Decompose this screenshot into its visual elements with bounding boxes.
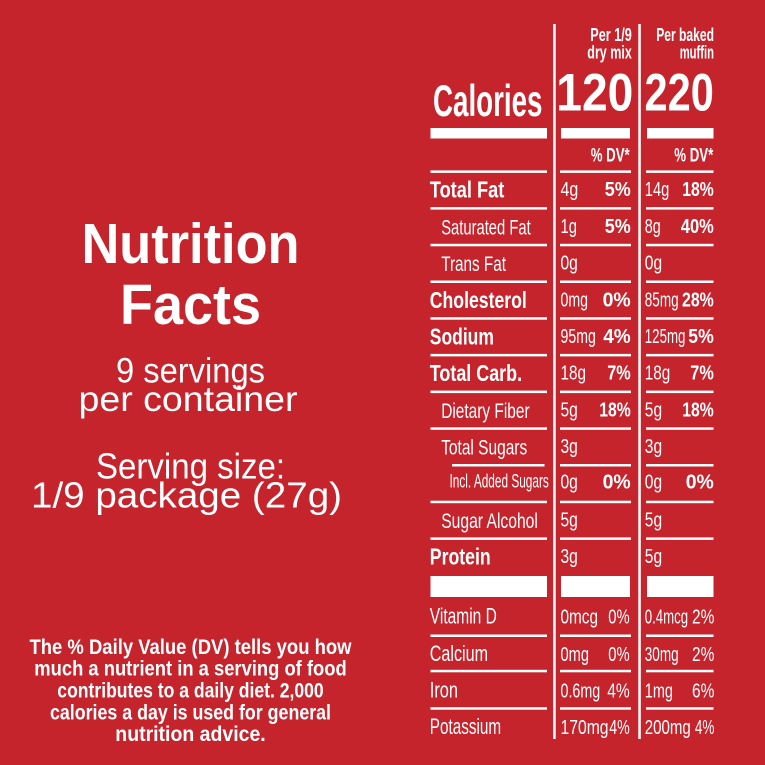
svg-text:Total Carb.: Total Carb. — [430, 360, 522, 386]
svg-text:0mcg: 0mcg — [561, 607, 599, 629]
svg-text:7%: 7% — [607, 363, 631, 385]
svg-text:5g: 5g — [561, 399, 578, 421]
svg-text:0mg: 0mg — [561, 644, 590, 666]
svg-text:% DV*: % DV* — [591, 145, 630, 166]
svg-text:18%: 18% — [682, 399, 714, 421]
svg-text:28%: 28% — [682, 289, 714, 311]
svg-text:125mg: 125mg — [645, 326, 686, 348]
svg-text:5g: 5g — [645, 510, 662, 532]
svg-text:5%: 5% — [605, 179, 631, 201]
svg-text:much a nutrient in a serving o: much a nutrient in a serving of food — [34, 657, 346, 681]
svg-text:95mg: 95mg — [561, 326, 596, 348]
svg-text:Incl. Added Sugars: Incl. Added Sugars — [450, 472, 549, 493]
svg-text:120: 120 — [556, 64, 633, 123]
svg-text:Sodium: Sodium — [430, 324, 494, 350]
svg-text:0g: 0g — [645, 253, 662, 275]
svg-text:1mg: 1mg — [645, 681, 673, 703]
svg-text:9 servings: 9 servings — [116, 351, 265, 390]
svg-text:% DV*: % DV* — [674, 145, 713, 166]
svg-text:Per baked: Per baked — [656, 24, 714, 45]
svg-text:8g: 8g — [645, 216, 661, 238]
svg-text:4g: 4g — [561, 179, 579, 201]
svg-text:0mg: 0mg — [561, 289, 589, 311]
svg-text:3g: 3g — [561, 436, 578, 458]
svg-text:2%: 2% — [692, 607, 715, 629]
svg-text:0%: 0% — [686, 472, 714, 494]
svg-text:Protein: Protein — [430, 544, 491, 570]
svg-text:Nutrition: Nutrition — [82, 212, 300, 276]
svg-text:5%: 5% — [688, 326, 714, 348]
svg-text:4%: 4% — [603, 326, 631, 348]
svg-text:4%: 4% — [609, 717, 630, 739]
svg-text:The % Daily Value (DV) tells y: The % Daily Value (DV) tells you how — [30, 635, 352, 659]
svg-text:0g: 0g — [561, 472, 578, 494]
svg-text:7%: 7% — [690, 363, 714, 385]
svg-text:0.6mg: 0.6mg — [561, 681, 601, 703]
svg-text:Serving size:: Serving size: — [96, 446, 285, 487]
svg-text:Trans Fat: Trans Fat — [441, 252, 506, 276]
svg-text:Dietary Fiber: Dietary Fiber — [441, 399, 529, 423]
svg-text:6%: 6% — [692, 681, 715, 703]
svg-text:0g: 0g — [645, 472, 662, 494]
svg-text:170mg: 170mg — [561, 717, 609, 739]
svg-text:5g: 5g — [645, 399, 662, 421]
svg-text:nutrition advice.: nutrition advice. — [115, 722, 265, 746]
svg-text:2%: 2% — [692, 644, 715, 666]
svg-text:calories a day is used for gen: calories a day is used for general — [50, 700, 331, 724]
svg-text:Facts: Facts — [120, 273, 261, 337]
svg-text:Saturated Fat: Saturated Fat — [441, 215, 531, 239]
svg-text:14g: 14g — [645, 179, 670, 201]
svg-text:Calories: Calories — [433, 76, 543, 126]
svg-text:0.4mcg: 0.4mcg — [645, 607, 688, 629]
svg-text:1g: 1g — [561, 216, 578, 238]
svg-text:Cholesterol: Cholesterol — [430, 287, 527, 313]
svg-text:85mg: 85mg — [645, 289, 679, 311]
svg-text:Potassium: Potassium — [430, 714, 501, 739]
svg-text:18g: 18g — [561, 363, 587, 385]
svg-text:0%: 0% — [603, 289, 631, 311]
svg-text:18g: 18g — [645, 363, 671, 385]
svg-text:4%: 4% — [607, 681, 630, 703]
svg-text:40%: 40% — [681, 216, 714, 238]
svg-text:30mg: 30mg — [645, 644, 679, 666]
svg-text:0%: 0% — [608, 607, 630, 629]
svg-text:18%: 18% — [599, 399, 631, 421]
svg-text:0%: 0% — [603, 472, 631, 494]
svg-text:220: 220 — [645, 64, 714, 123]
svg-text:Sugar Alcohol: Sugar Alcohol — [441, 509, 538, 533]
svg-text:5g: 5g — [561, 510, 578, 532]
svg-text:3g: 3g — [645, 436, 662, 458]
svg-text:muffin: muffin — [680, 42, 714, 63]
svg-text:Vitamin D: Vitamin D — [430, 604, 497, 629]
svg-text:per container: per container — [79, 380, 298, 419]
svg-text:18%: 18% — [682, 179, 714, 201]
svg-text:1/9 package (27g): 1/9 package (27g) — [31, 475, 342, 516]
svg-text:200mg: 200mg — [645, 717, 691, 739]
svg-text:5%: 5% — [605, 216, 631, 238]
svg-text:3g: 3g — [561, 546, 578, 568]
svg-text:0g: 0g — [561, 253, 578, 275]
svg-text:Iron: Iron — [430, 678, 458, 703]
svg-text:Total Fat: Total Fat — [430, 177, 505, 203]
svg-text:dry mix: dry mix — [587, 42, 632, 63]
svg-text:4%: 4% — [695, 717, 715, 739]
svg-text:Per 1/9: Per 1/9 — [590, 24, 632, 45]
svg-text:Total Sugars: Total Sugars — [441, 436, 527, 460]
svg-text:5g: 5g — [645, 546, 662, 568]
svg-text:Calcium: Calcium — [430, 641, 488, 666]
svg-text:contributes to a daily diet. 2: contributes to a daily diet. 2,000 — [57, 679, 323, 703]
svg-text:0%: 0% — [608, 644, 630, 666]
